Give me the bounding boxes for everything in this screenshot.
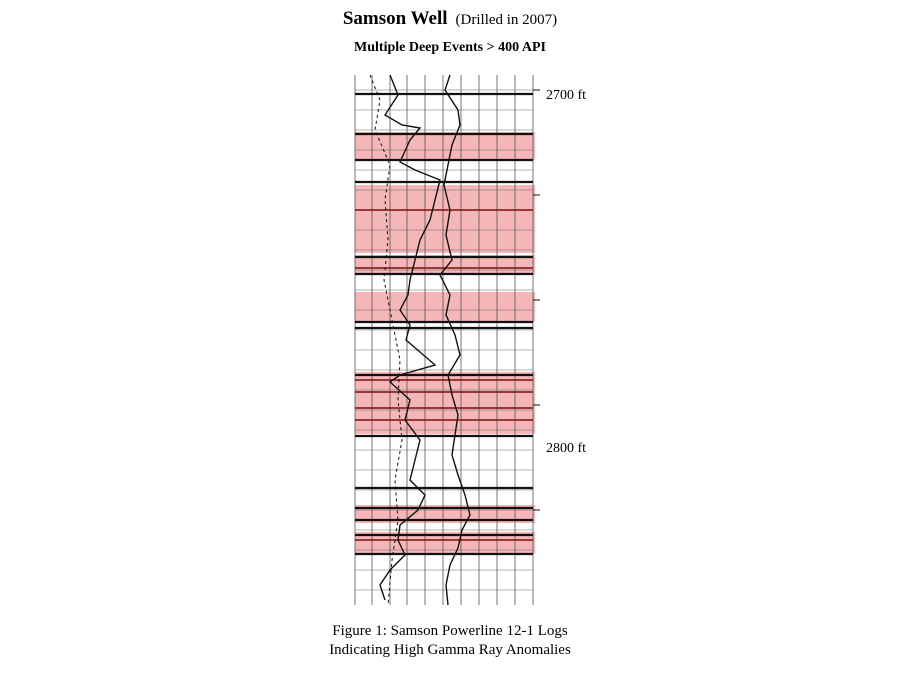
caption-line-1: Figure 1: Samson Powerline 12-1 Logs [332, 623, 568, 639]
horizontal-grid [355, 89, 533, 591]
log-curves [369, 74, 471, 606]
anomaly-band [355, 532, 535, 554]
anomaly-band [355, 132, 535, 160]
figure-title: Samson Well (Drilled in 2007) [0, 8, 900, 30]
anomaly-band [355, 185, 535, 253]
caption-line-2: Indicating High Gamma Ray Anomalies [329, 642, 571, 658]
depth-ticks [533, 89, 540, 511]
depth-label-2800: 2800 ft [546, 441, 587, 456]
vertical-grid [354, 75, 534, 605]
heavy-lines [355, 92, 533, 556]
anomaly-band [355, 372, 535, 434]
gamma-ray-curve [379, 74, 441, 601]
anomaly-band [355, 505, 535, 523]
high-gamma-bands [355, 132, 535, 554]
well-log-plot [354, 74, 540, 606]
spontaneous-potential-curve [369, 74, 403, 606]
depth-label-2700: 2700 ft [546, 88, 587, 103]
figure-caption: Figure 1: Samson Powerline 12-1 Logs Ind… [0, 622, 900, 660]
resistivity-curve [439, 74, 471, 606]
drill-year-note: (Drilled in 2007) [455, 12, 558, 28]
anomaly-band [355, 292, 535, 322]
well-name: Samson Well [342, 8, 448, 29]
figure-subtitle: Multiple Deep Events > 400 API [354, 40, 546, 55]
band-heavy-strokes [355, 209, 533, 541]
